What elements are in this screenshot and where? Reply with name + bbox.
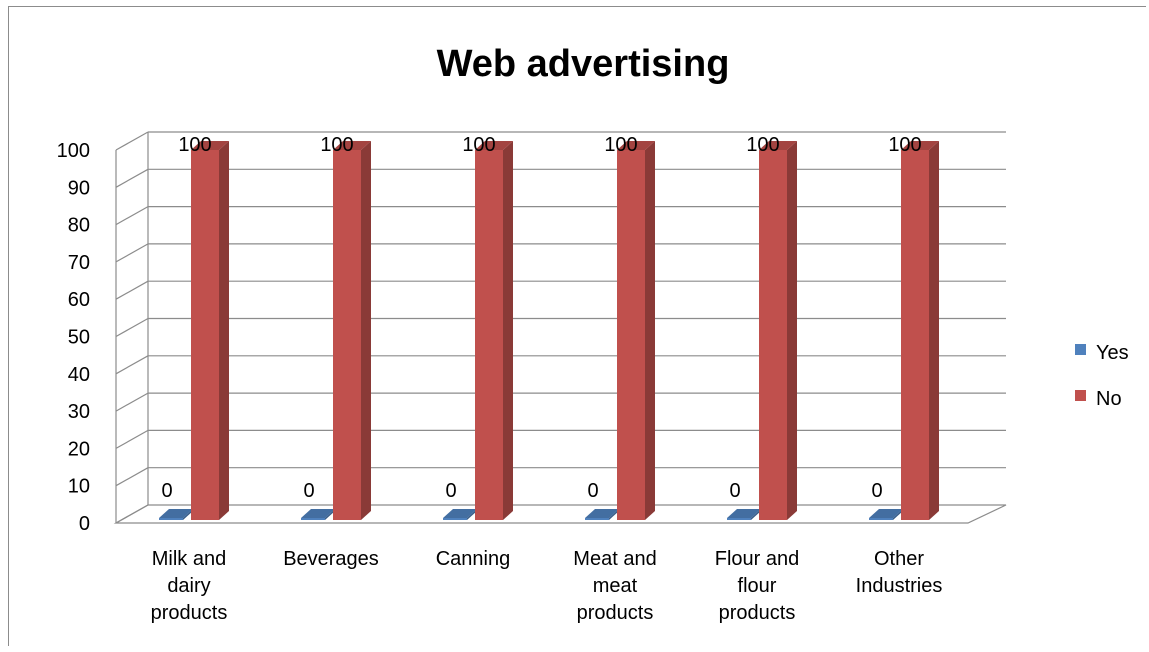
y-tick-label: 30 [68, 401, 90, 423]
legend-swatch-yes [1075, 344, 1086, 355]
x-tick-label: flour [738, 575, 777, 597]
data-label-yes: 0 [729, 480, 740, 502]
y-tick-label: 0 [79, 513, 90, 535]
wall-gridline [115, 168, 149, 188]
bar-no-front [901, 150, 929, 520]
bar-yes-top [727, 509, 761, 518]
bar-yes-top [869, 509, 903, 518]
x-tick-label: products [577, 602, 654, 624]
bar-yes-front [585, 518, 609, 520]
y-tick-label: 80 [68, 215, 90, 237]
bar-no-front [617, 150, 645, 520]
legend-label-no: No [1096, 388, 1122, 410]
x-tick-label: Milk and [152, 548, 226, 570]
wall-gridline [115, 131, 149, 151]
wall-gridline [115, 243, 149, 263]
wall-gridline [115, 429, 149, 449]
wall-gridline [115, 280, 149, 300]
y-tick-label: 70 [68, 252, 90, 274]
wall-gridline [115, 504, 149, 524]
bar-yes-front [301, 518, 325, 520]
data-label-yes: 0 [161, 480, 172, 502]
wall-gridline [115, 355, 149, 375]
bar-no-top [191, 141, 229, 150]
bar-yes-side [751, 509, 761, 520]
bar-no-top [333, 141, 371, 150]
x-tick-label: Beverages [283, 548, 379, 570]
bar-yes-top [443, 509, 477, 518]
bar-no-top [617, 141, 655, 150]
bar-yes-front [727, 518, 751, 520]
bar-yes-front [869, 518, 893, 520]
y-tick-label: 10 [68, 476, 90, 498]
data-label-no: 100 [178, 134, 211, 156]
wall-gridline [115, 392, 149, 412]
y-tick-label: 50 [68, 327, 90, 349]
x-tick-label: Meat and [573, 548, 656, 570]
x-tick-label: dairy [167, 575, 210, 597]
bar-no-side [361, 141, 371, 520]
y-tick-label: 60 [68, 289, 90, 311]
data-label-no: 100 [462, 134, 495, 156]
data-label-yes: 0 [445, 480, 456, 502]
bar-yes-top [159, 509, 193, 518]
data-label-no: 100 [888, 134, 921, 156]
x-tick-label: Other [874, 548, 924, 570]
x-tick-label: Industries [856, 575, 943, 597]
data-label-yes: 0 [871, 480, 882, 502]
bar-yes-top [585, 509, 619, 518]
x-tick-label: meat [593, 575, 638, 597]
bar-no-side [503, 141, 513, 520]
y-tick-label: 40 [68, 364, 90, 386]
x-tick-label: products [151, 602, 228, 624]
data-label-no: 100 [746, 134, 779, 156]
bar-yes-side [467, 509, 477, 520]
wall-gridline [115, 317, 149, 338]
chart-floor [113, 504, 1007, 524]
legend-label-yes: Yes [1096, 342, 1129, 364]
bar-no-side [929, 141, 939, 520]
chart-frame [8, 6, 1146, 646]
chart-title: Web advertising [437, 43, 730, 85]
y-tick-label: 100 [57, 140, 90, 162]
bar-no-top [901, 141, 939, 150]
bar-no-front [191, 150, 219, 520]
bar-no-side [219, 141, 229, 520]
bar-yes-side [325, 509, 335, 520]
wall-gridline [115, 206, 149, 226]
x-tick-label: Flour and [715, 548, 800, 570]
bar-yes-front [159, 518, 183, 520]
y-tick-label: 90 [68, 177, 90, 199]
data-label-yes: 0 [587, 480, 598, 502]
bar-no-front [759, 150, 787, 520]
data-label-no: 100 [320, 134, 353, 156]
bar-no-top [475, 141, 513, 150]
bar-yes-top [301, 509, 335, 518]
data-label-yes: 0 [303, 480, 314, 502]
bar-no-side [787, 141, 797, 520]
bar-yes-front [443, 518, 467, 520]
bar-no-front [333, 150, 361, 520]
data-label-no: 100 [604, 134, 637, 156]
bar-yes-side [893, 509, 903, 520]
bar-yes-side [183, 509, 193, 520]
bar-no-side [645, 141, 655, 520]
x-tick-label: Canning [436, 548, 511, 570]
wall-gridline [115, 467, 149, 487]
bar-no-top [759, 141, 797, 150]
bar-no-front [475, 150, 503, 520]
y-tick-label: 20 [68, 438, 90, 460]
x-tick-label: products [719, 602, 796, 624]
legend-swatch-no [1075, 390, 1086, 401]
bar-yes-side [609, 509, 619, 520]
